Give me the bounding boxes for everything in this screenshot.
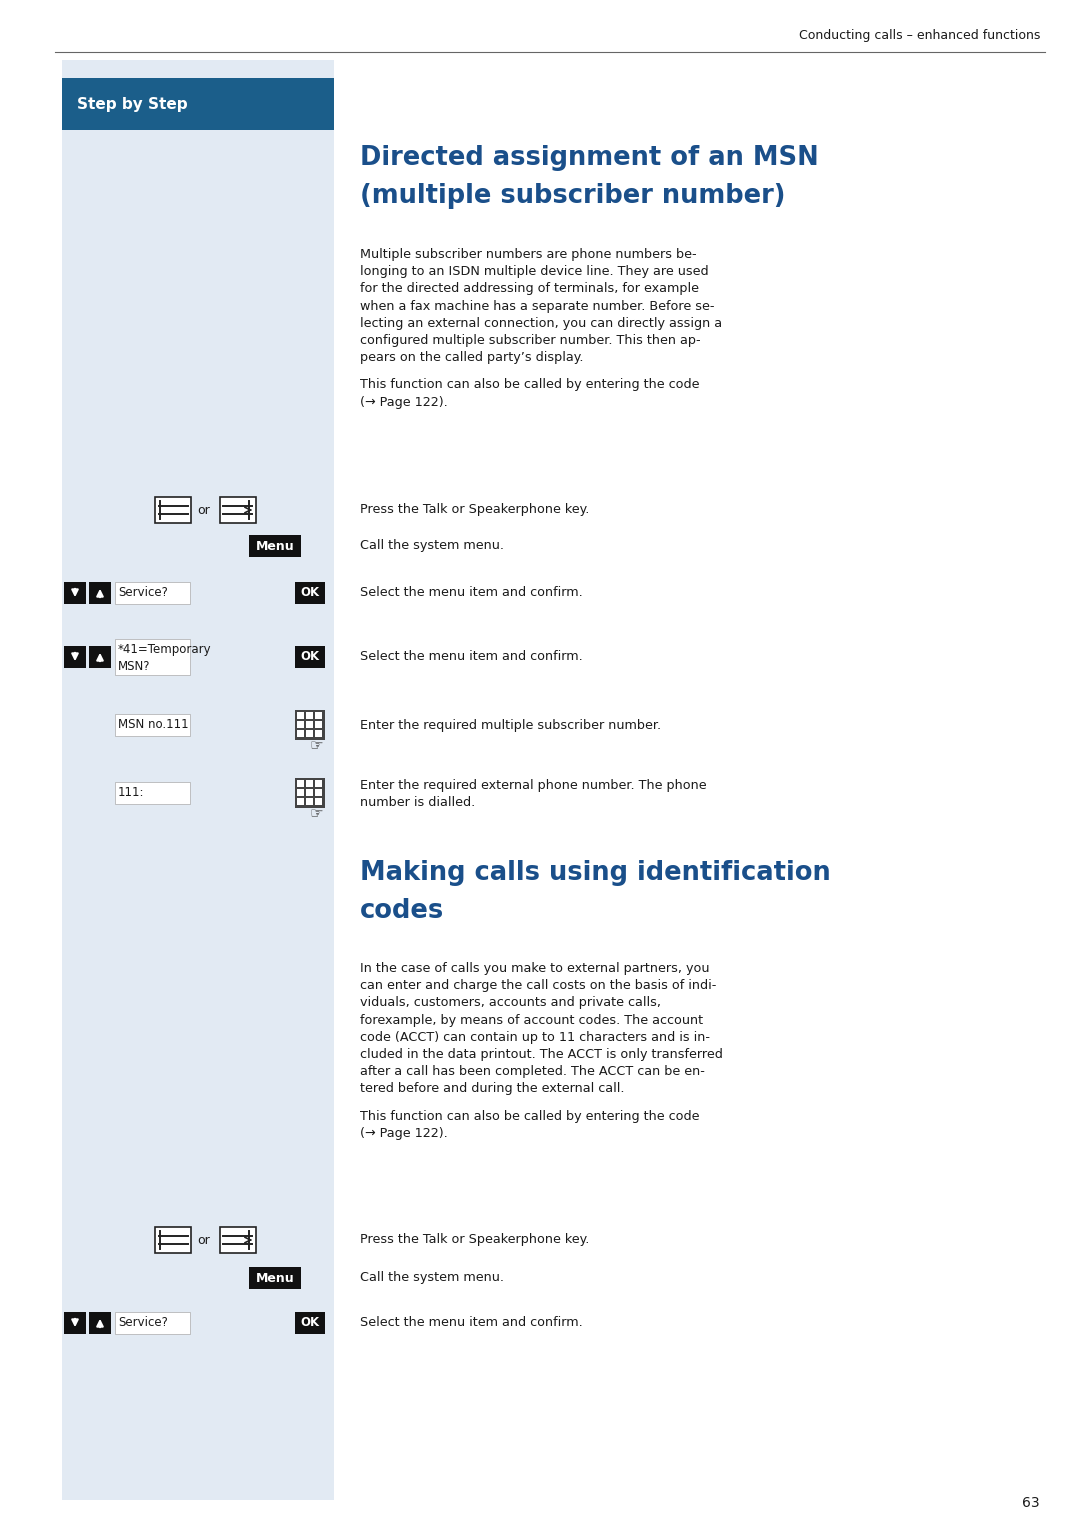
- Text: *41=Temporary: *41=Temporary: [118, 644, 212, 656]
- Bar: [315, 713, 322, 719]
- Bar: [315, 729, 322, 737]
- Bar: [297, 789, 303, 797]
- Bar: [114, 1312, 190, 1333]
- Text: Call the system menu.: Call the system menu.: [360, 1272, 504, 1284]
- Text: Step by Step: Step by Step: [77, 96, 188, 112]
- Text: Menu: Menu: [256, 1272, 295, 1284]
- Bar: [297, 722, 303, 728]
- Text: Conducting calls – enhanced functions: Conducting calls – enhanced functions: [798, 29, 1040, 41]
- Bar: [89, 645, 111, 668]
- Text: tered before and during the external call.: tered before and during the external cal…: [360, 1083, 624, 1095]
- Text: MSN?: MSN?: [118, 661, 150, 673]
- Text: OK: OK: [300, 1316, 320, 1330]
- Text: Service?: Service?: [118, 1316, 167, 1330]
- FancyBboxPatch shape: [156, 497, 191, 523]
- Bar: [114, 714, 190, 735]
- FancyBboxPatch shape: [220, 1226, 256, 1252]
- Bar: [306, 798, 313, 804]
- Text: when a fax machine has a separate number. Before se-: when a fax machine has a separate number…: [360, 300, 715, 312]
- Bar: [89, 583, 111, 604]
- Bar: [249, 1268, 301, 1289]
- Text: In the case of calls you make to external partners, you: In the case of calls you make to externa…: [360, 962, 710, 976]
- Bar: [306, 713, 313, 719]
- Bar: [114, 639, 190, 674]
- Text: Multiple subscriber numbers are phone numbers be-: Multiple subscriber numbers are phone nu…: [360, 248, 697, 261]
- Text: Press the Talk or Speakerphone key.: Press the Talk or Speakerphone key.: [360, 503, 590, 517]
- Text: 111:: 111:: [118, 786, 145, 800]
- Bar: [297, 798, 303, 804]
- Text: Press the Talk or Speakerphone key.: Press the Talk or Speakerphone key.: [360, 1234, 590, 1246]
- Bar: [306, 729, 313, 737]
- Bar: [295, 709, 325, 740]
- Bar: [295, 583, 325, 604]
- FancyBboxPatch shape: [220, 497, 256, 523]
- Text: This function can also be called by entering the code: This function can also be called by ente…: [360, 1110, 700, 1122]
- Text: lecting an external connection, you can directly assign a: lecting an external connection, you can …: [360, 317, 723, 330]
- Text: Enter the required multiple subscriber number.: Enter the required multiple subscriber n…: [360, 719, 661, 731]
- Text: number is dialled.: number is dialled.: [360, 797, 475, 809]
- Text: This function can also be called by entering the code: This function can also be called by ente…: [360, 378, 700, 391]
- Text: OK: OK: [300, 650, 320, 664]
- Bar: [64, 583, 86, 604]
- Bar: [297, 713, 303, 719]
- Text: (→ Page 122).: (→ Page 122).: [360, 1127, 448, 1139]
- Text: Select the menu item and confirm.: Select the menu item and confirm.: [360, 587, 583, 599]
- FancyBboxPatch shape: [156, 1226, 191, 1252]
- Text: can enter and charge the call costs on the basis of indi-: can enter and charge the call costs on t…: [360, 979, 716, 992]
- Text: viduals, customers, accounts and private calls,: viduals, customers, accounts and private…: [360, 997, 661, 1009]
- Text: Call the system menu.: Call the system menu.: [360, 540, 504, 552]
- Bar: [306, 789, 313, 797]
- Bar: [306, 722, 313, 728]
- Text: or: or: [198, 503, 211, 517]
- Bar: [315, 722, 322, 728]
- Bar: [295, 645, 325, 668]
- Text: Menu: Menu: [256, 540, 295, 552]
- Text: 63: 63: [1023, 1495, 1040, 1511]
- Text: (→ Page 122).: (→ Page 122).: [360, 396, 448, 408]
- Text: or: or: [198, 1234, 211, 1246]
- Text: OK: OK: [300, 587, 320, 599]
- Text: Enter the required external phone number. The phone: Enter the required external phone number…: [360, 778, 706, 792]
- Bar: [62, 60, 334, 1500]
- Text: ☞: ☞: [309, 739, 323, 752]
- Bar: [64, 645, 86, 668]
- Text: code (ACCT) can contain up to 11 characters and is in-: code (ACCT) can contain up to 11 charact…: [360, 1031, 710, 1044]
- Text: Service?: Service?: [118, 587, 167, 599]
- Bar: [62, 78, 334, 130]
- Bar: [306, 780, 313, 787]
- Text: forexample, by means of account codes. The account: forexample, by means of account codes. T…: [360, 1014, 703, 1026]
- Text: Select the menu item and confirm.: Select the menu item and confirm.: [360, 1316, 583, 1330]
- Text: cluded in the data printout. The ACCT is only transferred: cluded in the data printout. The ACCT is…: [360, 1047, 723, 1061]
- Bar: [249, 535, 301, 557]
- Text: Directed assignment of an MSN: Directed assignment of an MSN: [360, 145, 819, 171]
- Bar: [114, 781, 190, 804]
- Text: longing to an ISDN multiple device line. They are used: longing to an ISDN multiple device line.…: [360, 265, 708, 278]
- Bar: [64, 1312, 86, 1333]
- Bar: [315, 798, 322, 804]
- Text: configured multiple subscriber number. This then ap-: configured multiple subscriber number. T…: [360, 333, 701, 347]
- Bar: [297, 780, 303, 787]
- Bar: [297, 729, 303, 737]
- Text: MSN no.111: MSN no.111: [118, 719, 189, 731]
- Text: codes: codes: [360, 898, 444, 924]
- Text: pears on the called party’s display.: pears on the called party’s display.: [360, 352, 583, 364]
- Bar: [315, 780, 322, 787]
- Text: after a call has been completed. The ACCT can be en-: after a call has been completed. The ACC…: [360, 1066, 705, 1078]
- Text: ☞: ☞: [309, 806, 323, 821]
- Text: (multiple subscriber number): (multiple subscriber number): [360, 183, 785, 209]
- Bar: [114, 583, 190, 604]
- Bar: [315, 789, 322, 797]
- Text: for the directed addressing of terminals, for example: for the directed addressing of terminals…: [360, 283, 699, 295]
- Bar: [89, 1312, 111, 1333]
- Bar: [295, 778, 325, 807]
- Text: Select the menu item and confirm.: Select the menu item and confirm.: [360, 650, 583, 664]
- Text: Making calls using identification: Making calls using identification: [360, 859, 831, 885]
- Bar: [295, 1312, 325, 1333]
